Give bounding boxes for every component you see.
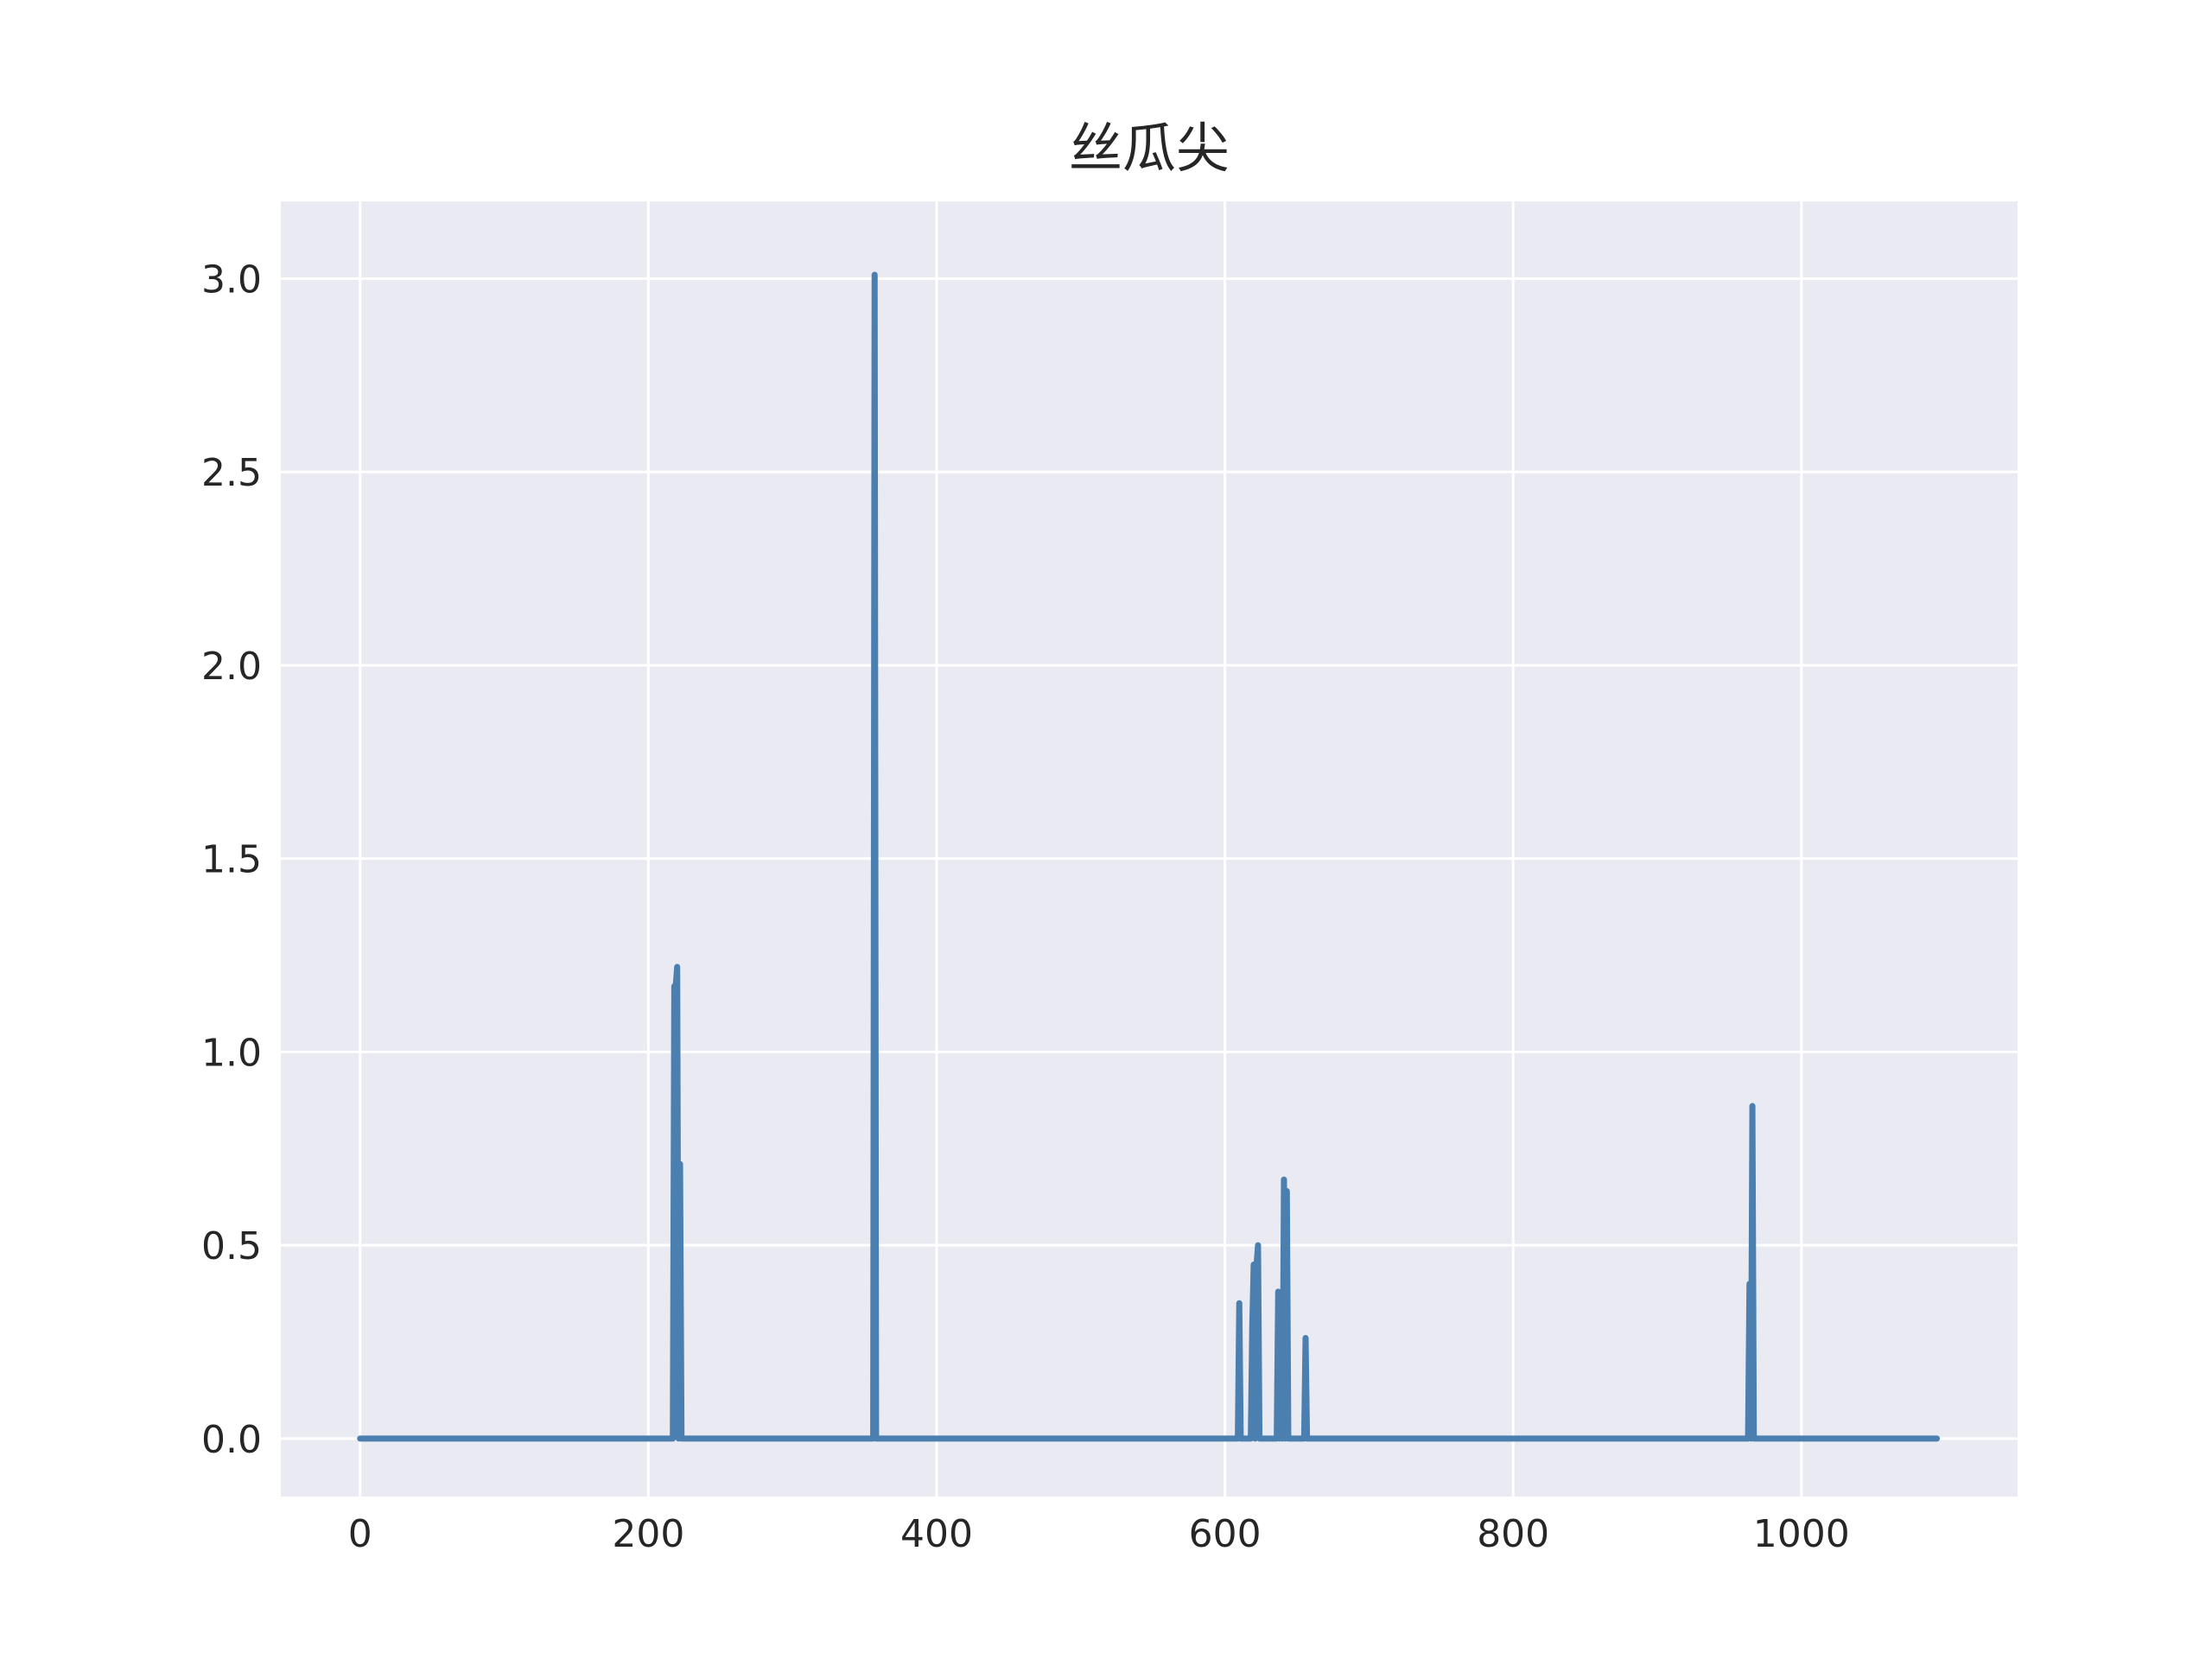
x-tick-label: 800 [1477,1512,1549,1556]
series-line [357,271,1941,1442]
plot-background [281,201,2018,1497]
y-tick-label: 1.5 [201,838,262,882]
y-tick-label: 3.0 [201,257,262,302]
x-tick-label: 0 [348,1512,372,1556]
y-tick-label: 0.0 [201,1418,262,1462]
y-tick-label: 2.0 [201,645,262,689]
grid [281,201,2018,1497]
x-tick-label: 1000 [1753,1512,1850,1556]
y-axis-ticks: 0.0 0.5 1.0 1.5 2.0 2.5 3.0 [201,257,262,1461]
y-tick-label: 0.5 [201,1224,262,1268]
y-tick-label: 1.0 [201,1031,262,1075]
chart-title: 丝瓜尖 [1069,117,1230,180]
x-axis-ticks: 0 200 400 600 800 1000 [348,1512,1850,1556]
x-tick-label: 600 [1189,1512,1262,1556]
y-tick-label: 2.5 [201,451,262,495]
x-tick-label: 200 [612,1512,684,1556]
x-tick-label: 400 [900,1512,973,1556]
series-layer [357,271,1941,1442]
